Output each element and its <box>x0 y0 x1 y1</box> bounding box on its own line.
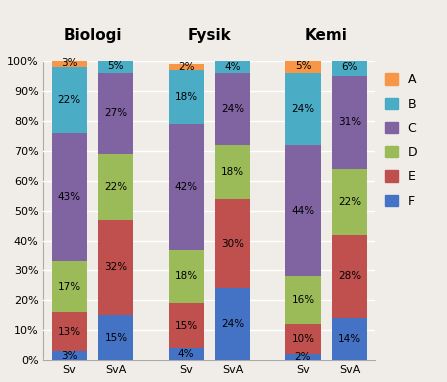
Bar <box>332 318 367 360</box>
Text: 2%: 2% <box>295 352 311 362</box>
Bar <box>169 64 204 70</box>
Bar <box>332 76 367 169</box>
Bar <box>286 145 320 277</box>
Bar <box>332 169 367 235</box>
Text: 3%: 3% <box>61 58 77 68</box>
Bar <box>51 351 87 360</box>
Text: 17%: 17% <box>58 282 81 292</box>
Text: 4%: 4% <box>178 349 194 359</box>
Bar <box>332 58 367 76</box>
Text: 13%: 13% <box>58 327 81 337</box>
Bar <box>286 58 320 73</box>
Text: 14%: 14% <box>338 334 361 344</box>
Text: 32%: 32% <box>104 262 127 272</box>
Bar <box>169 249 204 303</box>
Bar <box>286 354 320 360</box>
Bar <box>215 199 250 288</box>
Text: 2%: 2% <box>178 62 194 72</box>
Bar <box>215 145 250 199</box>
Text: Fysik: Fysik <box>188 28 232 43</box>
Text: 22%: 22% <box>58 95 81 105</box>
Bar <box>286 324 320 354</box>
Bar <box>98 73 134 154</box>
Bar <box>51 133 87 262</box>
Bar <box>51 58 87 67</box>
Bar <box>51 312 87 351</box>
Text: 22%: 22% <box>104 182 127 192</box>
Text: 15%: 15% <box>104 333 127 343</box>
Text: 15%: 15% <box>174 321 198 331</box>
Text: 30%: 30% <box>221 238 245 249</box>
Bar <box>169 303 204 348</box>
Text: 24%: 24% <box>291 104 315 114</box>
Bar <box>169 124 204 249</box>
Text: 27%: 27% <box>104 108 127 118</box>
Text: 5%: 5% <box>108 61 124 71</box>
Text: 44%: 44% <box>291 206 315 216</box>
Text: 10%: 10% <box>291 334 315 344</box>
Bar <box>98 220 134 315</box>
Text: 24%: 24% <box>221 104 245 114</box>
Bar <box>169 70 204 124</box>
Text: 6%: 6% <box>342 62 358 72</box>
Text: 4%: 4% <box>224 62 241 72</box>
Bar <box>51 262 87 312</box>
Text: 5%: 5% <box>295 61 311 71</box>
Bar <box>98 154 134 220</box>
Text: 42%: 42% <box>174 182 198 192</box>
Legend: A, B, C, D, E, F: A, B, C, D, E, F <box>385 73 417 207</box>
Text: 3%: 3% <box>61 351 77 361</box>
Bar <box>215 73 250 145</box>
Bar <box>215 61 250 73</box>
Text: 28%: 28% <box>338 272 361 282</box>
Bar <box>215 288 250 360</box>
Text: 18%: 18% <box>221 167 245 177</box>
Bar <box>169 348 204 360</box>
Text: 22%: 22% <box>338 197 361 207</box>
Bar <box>98 58 134 73</box>
Bar <box>98 315 134 360</box>
Bar <box>286 277 320 324</box>
Bar <box>332 235 367 318</box>
Bar <box>51 67 87 133</box>
Text: 16%: 16% <box>291 295 315 305</box>
Text: 18%: 18% <box>174 92 198 102</box>
Text: 24%: 24% <box>221 319 245 329</box>
Text: Kemi: Kemi <box>305 28 348 43</box>
Text: 43%: 43% <box>58 192 81 202</box>
Text: Biologi: Biologi <box>63 28 122 43</box>
Bar <box>286 73 320 145</box>
Text: 18%: 18% <box>174 272 198 282</box>
Text: 31%: 31% <box>338 117 361 128</box>
